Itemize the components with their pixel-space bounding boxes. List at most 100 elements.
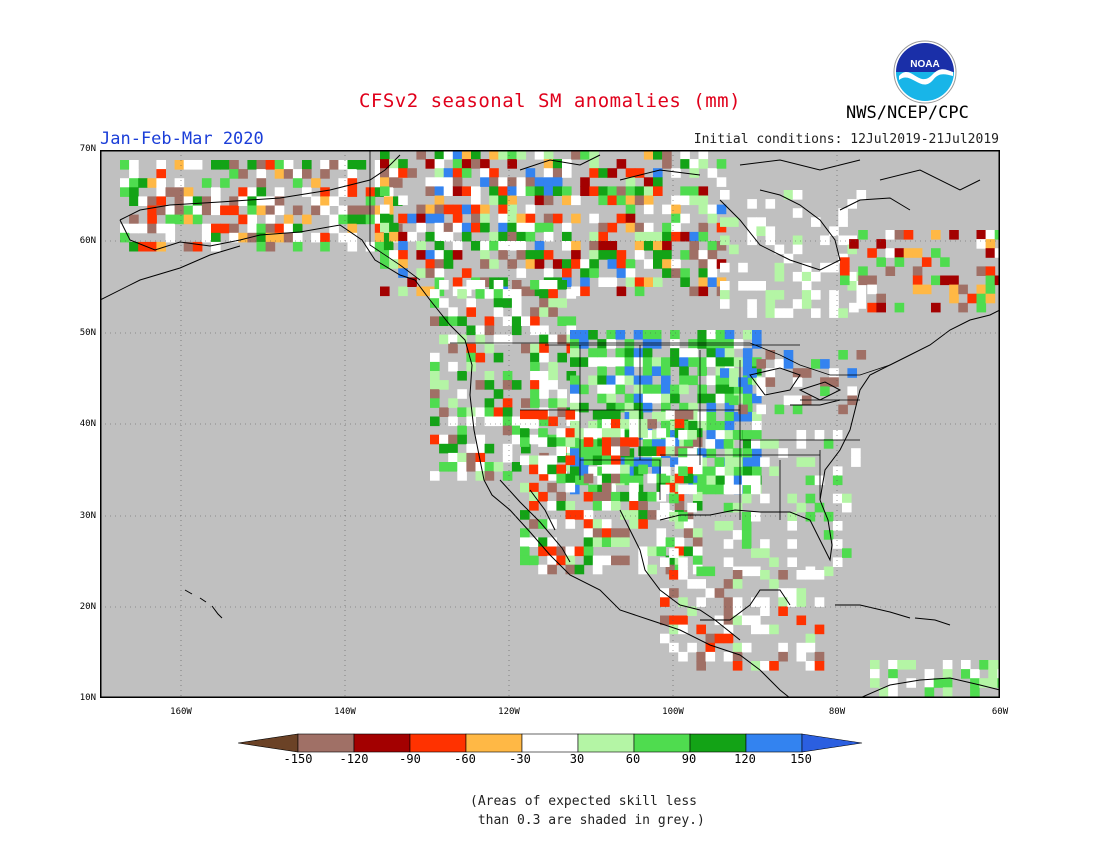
anomaly-cell [642,366,653,376]
anomaly-cell [856,350,867,360]
anomaly-cell [661,421,671,431]
anomaly-cell [633,375,644,386]
anomaly-cell [732,661,743,671]
anomaly-cell [543,159,554,169]
anomaly-cell [985,293,996,304]
anomaly-cell [471,213,481,224]
anomaly-cell [525,186,536,196]
anomaly-cell [949,275,959,286]
anomaly-cell [183,214,194,225]
anomaly-cell [665,482,676,493]
anomaly-cell [760,606,770,616]
anomaly-cell [661,357,671,367]
anomaly-cell [589,186,599,196]
anomaly-cell [706,484,717,495]
anomaly-cell [616,195,627,206]
anomaly-cell [670,457,680,467]
anomaly-cell [580,150,590,160]
anomaly-cell [696,566,706,577]
anomaly-cell [529,501,539,511]
anomaly-cell [796,615,807,626]
anomaly-cell [502,425,513,436]
anomaly-cell [792,395,803,406]
anomaly-cell [742,384,753,395]
anomaly-cell [715,475,726,486]
anomaly-cell [970,669,980,679]
anomaly-cell [769,557,779,567]
anomaly-cell [516,150,527,160]
anomaly-cell [525,168,536,178]
anomaly-cell [670,393,680,404]
anomaly-cell [452,177,463,187]
anomaly-cell [439,298,449,308]
anomaly-cell [720,235,730,246]
anomaly-cell [760,548,770,558]
anomaly-cell [592,537,603,547]
anomaly-cell [466,352,476,363]
anomaly-cell [211,223,221,234]
anomaly-cell [716,177,727,187]
anomaly-cell [557,398,567,408]
anomaly-cell [671,168,681,178]
anomaly-cell [670,348,680,358]
anomaly-cell [792,377,803,387]
anomaly-cell [851,457,861,467]
anomaly-cell [356,160,367,170]
anomaly-cell [430,434,440,445]
anomaly-cell [256,232,267,243]
anomaly-cell [347,241,358,252]
anomaly-cell [556,555,566,566]
anomaly-cell [643,150,654,160]
anomaly-cell [156,187,166,197]
anomaly-cell [723,606,734,616]
anomaly-cell [651,330,662,340]
anomaly-cell [624,339,635,349]
anomaly-cell [678,615,688,626]
anomaly-cell [787,588,797,598]
colorbar-segment [521,733,579,753]
anomaly-cell [683,473,694,484]
anomaly-cell [580,268,590,278]
anomaly-cell [620,473,630,484]
anomaly-cell [742,457,753,467]
anomaly-cell [274,160,285,170]
anomaly-cell [931,248,941,258]
anomaly-cell [601,537,612,547]
anomaly-cell [607,259,618,269]
anomaly-cell [489,177,499,187]
anomaly-cell [120,178,130,188]
anomaly-cell [620,528,630,538]
anomaly-cell [425,268,436,278]
anomaly-cell [439,443,449,454]
anomaly-cell [674,537,685,547]
anomaly-cell [723,651,734,662]
anomaly-cell [265,205,276,216]
anomaly-cell [516,268,527,278]
anomaly-cell [787,493,797,504]
anomaly-cell [548,307,558,317]
anomaly-cell [751,615,761,626]
anomaly-cell [601,555,612,566]
anomaly-cell [838,217,848,227]
anomaly-cell [374,178,385,188]
anomaly-cell [671,259,681,269]
anomaly-cell [912,266,923,276]
anomaly-cell [651,439,662,449]
anomaly-cell [870,660,880,670]
anomaly-cell [742,466,753,477]
anomaly-cell [311,178,321,188]
anomaly-cell [656,546,667,557]
anomaly-cell [525,259,536,269]
anomaly-cell [489,231,499,242]
anomaly-cell [484,325,495,336]
anomaly-cell [912,275,923,286]
anomaly-cell [507,222,517,233]
anomaly-cell [642,357,653,367]
anomaly-cell [548,416,558,427]
anomaly-cell [829,226,839,236]
anomaly-cell [502,398,513,408]
anomaly-cell [678,570,688,580]
anomaly-cell [120,232,130,243]
anomaly-cell [633,357,644,367]
anomaly-cell [674,419,685,429]
